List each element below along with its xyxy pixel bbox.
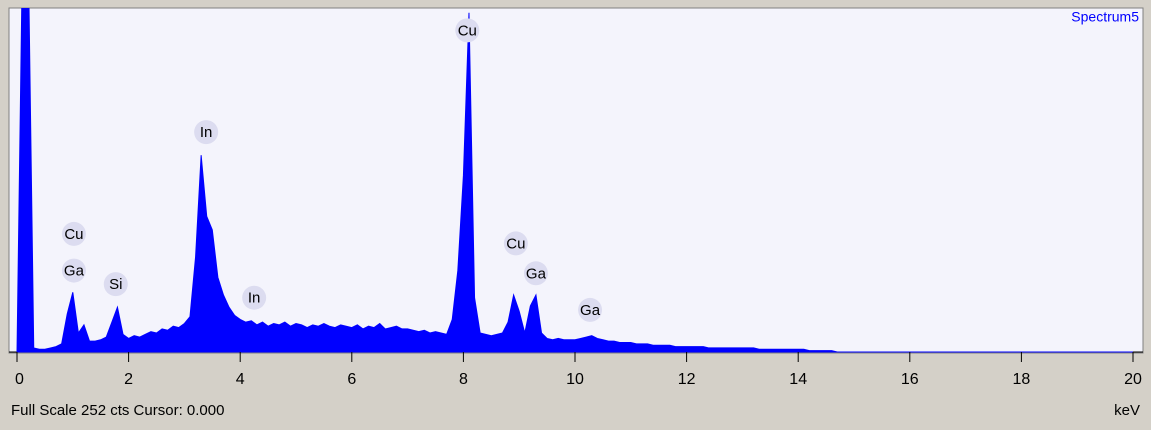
x-tick-label: 12 [678, 371, 696, 388]
peak-label-bg [455, 18, 480, 43]
x-tick-label: 16 [901, 371, 919, 388]
peak-label-bg [103, 272, 128, 297]
peak-label: Cu [506, 235, 525, 252]
peak-label-bg [242, 285, 267, 310]
peak-label: Cu [64, 226, 83, 243]
peak-label: In [200, 124, 213, 141]
x-tick-label: 2 [124, 371, 133, 388]
peak-label: Ga [64, 263, 85, 280]
x-unit: keV [1114, 402, 1140, 419]
peak-label-bg [503, 231, 528, 256]
peak-label: Ga [580, 302, 601, 319]
x-tick-label: 10 [566, 371, 584, 388]
peak-label: Si [109, 276, 122, 293]
peak-label: Ga [526, 265, 547, 282]
x-tick-label: 18 [1013, 371, 1031, 388]
plot-group [16, 8, 1133, 353]
x-tick-label: 8 [459, 371, 468, 388]
peak-label-bg [61, 258, 86, 283]
x-tick-label: 14 [789, 371, 807, 388]
x-tick-label: 20 [1124, 371, 1142, 388]
peak-label: In [248, 290, 261, 307]
spectrum-name: Spectrum5 [1071, 9, 1139, 25]
x-tick-label: 4 [236, 371, 245, 388]
peak-label-bg [578, 297, 603, 322]
x-tick-label: 6 [347, 371, 356, 388]
spectrum-area [16, 8, 1133, 353]
peak-label-bg [61, 221, 86, 246]
peak-label: Cu [458, 22, 477, 39]
peak-label-bg [194, 120, 219, 145]
x-tick-label: 0 [15, 371, 24, 388]
plot-area [8, 7, 1144, 354]
footer-status: Full Scale 252 cts Cursor: 0.000 [11, 402, 224, 419]
peak-label-bg [523, 261, 548, 286]
